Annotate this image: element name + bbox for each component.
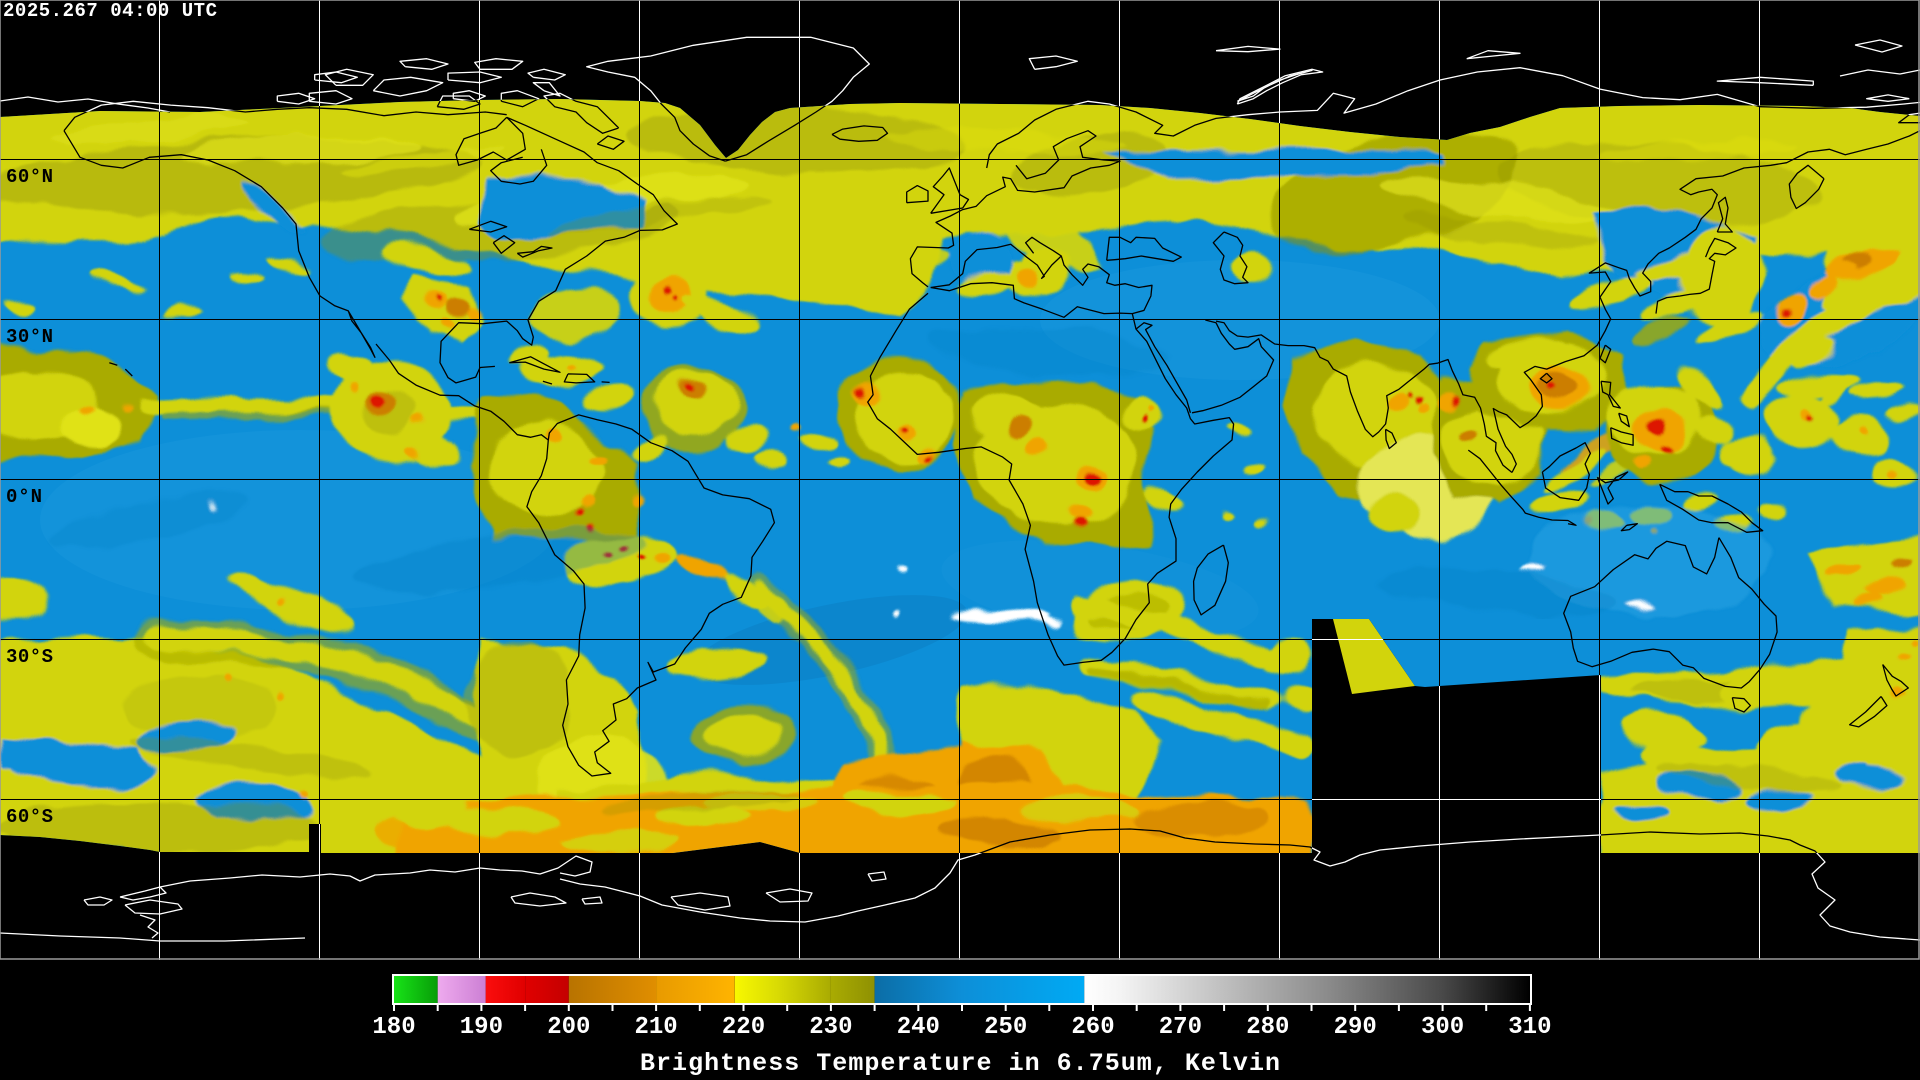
svg-text:2025.267 04:00 UTC: 2025.267 04:00 UTC <box>3 0 217 22</box>
svg-text:60°S: 60°S <box>6 806 53 828</box>
svg-text:230: 230 <box>809 1014 852 1041</box>
svg-text:240: 240 <box>897 1014 940 1041</box>
svg-text:220: 220 <box>722 1014 765 1041</box>
svg-text:190: 190 <box>460 1014 503 1041</box>
svg-text:0°N: 0°N <box>6 486 42 508</box>
svg-text:180: 180 <box>372 1014 415 1041</box>
svg-text:60°N: 60°N <box>6 166 53 188</box>
svg-text:260: 260 <box>1071 1014 1114 1041</box>
svg-text:Brightness Temperature in 6.75: Brightness Temperature in 6.75um, Kelvin <box>640 1049 1280 1078</box>
svg-text:290: 290 <box>1334 1014 1377 1041</box>
svg-text:300: 300 <box>1421 1014 1464 1041</box>
svg-text:280: 280 <box>1246 1014 1289 1041</box>
svg-text:310: 310 <box>1508 1014 1551 1041</box>
svg-text:200: 200 <box>547 1014 590 1041</box>
svg-text:30°N: 30°N <box>6 326 53 348</box>
svg-text:270: 270 <box>1159 1014 1202 1041</box>
svg-text:30°S: 30°S <box>6 646 53 668</box>
svg-text:250: 250 <box>984 1014 1027 1041</box>
svg-text:210: 210 <box>634 1014 677 1041</box>
